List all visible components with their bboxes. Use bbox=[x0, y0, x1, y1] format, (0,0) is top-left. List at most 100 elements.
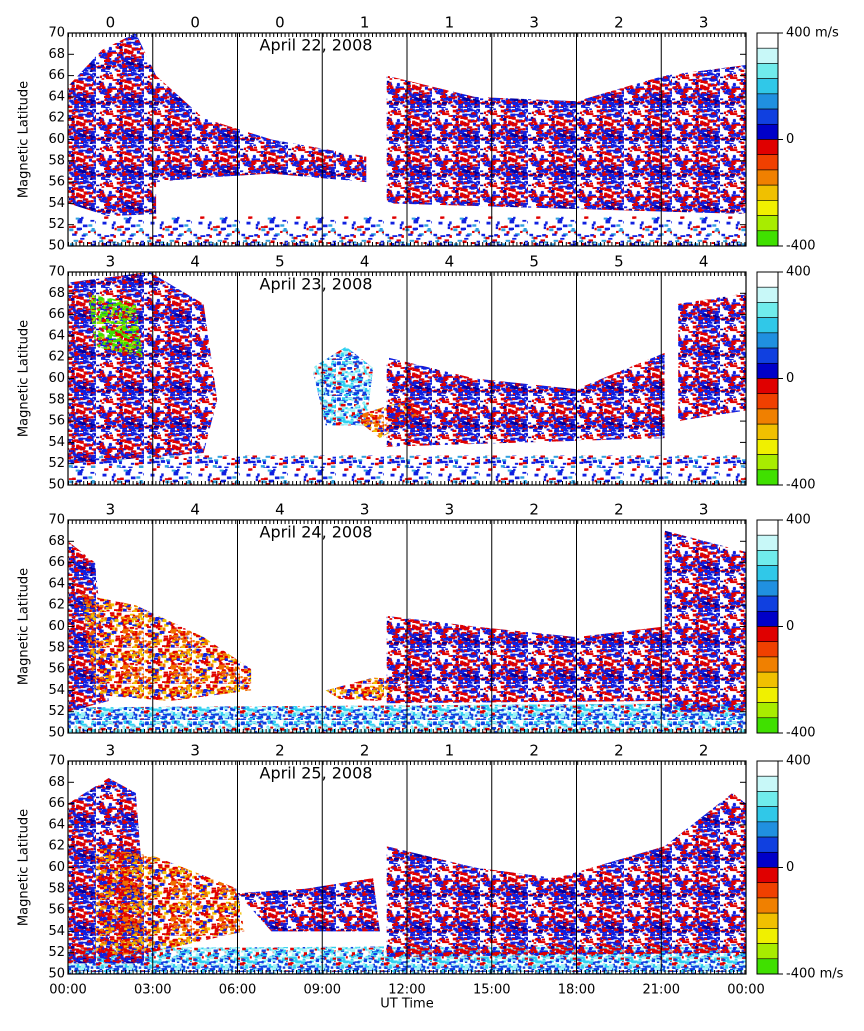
y-tick-label: 52 bbox=[48, 456, 65, 471]
y-tick-label: 62 bbox=[48, 839, 65, 854]
colorbar-band bbox=[756, 286, 779, 303]
colorbar-band bbox=[756, 408, 779, 425]
colorbar-band bbox=[756, 534, 779, 551]
colorbar-band bbox=[756, 423, 779, 440]
echo-region bbox=[386, 793, 746, 957]
colorbar-band bbox=[756, 595, 779, 612]
y-tick-label: 60 bbox=[48, 860, 65, 875]
colorbar-band bbox=[756, 912, 779, 929]
y-tick-label: 68 bbox=[48, 286, 65, 301]
colorbar-band bbox=[756, 230, 779, 247]
plot-frame bbox=[67, 760, 747, 975]
kp-label: 4 bbox=[360, 253, 370, 271]
y-tick-label: 58 bbox=[48, 392, 65, 407]
colorbar-band bbox=[756, 93, 779, 110]
echo-region bbox=[156, 75, 367, 183]
colorbar-band bbox=[756, 215, 779, 232]
kp-label: 2 bbox=[614, 501, 624, 519]
kp-label: 2 bbox=[360, 742, 370, 760]
colorbar-band bbox=[756, 656, 779, 673]
colorbar-band bbox=[756, 108, 779, 125]
echo-region bbox=[386, 615, 665, 704]
plot-frame bbox=[67, 32, 747, 247]
kp-label: 3 bbox=[360, 501, 370, 519]
y-tick-label: 62 bbox=[48, 111, 65, 126]
colorbar-tick-label: 400 bbox=[786, 754, 811, 769]
kp-label: 2 bbox=[529, 501, 539, 519]
kp-label: 4 bbox=[190, 253, 200, 271]
kp-label: 3 bbox=[699, 501, 709, 519]
colorbar-band bbox=[756, 271, 779, 288]
y-tick-label: 50 bbox=[48, 726, 65, 741]
kp-label: 2 bbox=[275, 742, 285, 760]
colorbar-band bbox=[756, 63, 779, 79]
y-tick-label: 64 bbox=[48, 328, 65, 343]
x-axis-label: UT Time bbox=[380, 997, 433, 1012]
colorbar-tick-label: 0 bbox=[786, 132, 794, 147]
kp-label: 3 bbox=[190, 742, 200, 760]
colorbar-band bbox=[756, 519, 779, 536]
colorbar-tick-label: 0 bbox=[786, 371, 794, 386]
panel: 50 52 54 56 58 60 62 64 66 68 70 3 4 4 3 3 2 2 3 April 24, … bbox=[17, 501, 816, 741]
colorbar-band bbox=[756, 378, 779, 395]
colorbar-band bbox=[756, 565, 779, 582]
y-tick-label: 56 bbox=[48, 414, 65, 429]
kp-label: 3 bbox=[699, 14, 709, 32]
colorbar-band bbox=[756, 882, 779, 899]
kp-label: 2 bbox=[614, 742, 624, 760]
kp-label: 2 bbox=[529, 742, 539, 760]
x-tick-label: 12:00 bbox=[388, 983, 425, 998]
colorbar-band bbox=[756, 169, 779, 186]
kp-label: 5 bbox=[275, 253, 285, 271]
echo-region bbox=[95, 846, 245, 957]
colorbar-band bbox=[756, 362, 779, 379]
colorbar-band bbox=[756, 702, 779, 719]
y-tick-label: 68 bbox=[48, 47, 65, 62]
colorbar-band bbox=[756, 580, 779, 597]
panel: 00:00 03:00 06:00 09:00 12:00 15:00 18:00 21:00… bbox=[17, 742, 844, 1012]
colorbar-band bbox=[756, 139, 779, 156]
colorbar-tick-label: -400 bbox=[786, 478, 816, 493]
kp-label: 5 bbox=[529, 253, 539, 271]
x-tick-label: 15:00 bbox=[473, 983, 510, 998]
colorbar-band bbox=[756, 836, 779, 853]
kp-label: 3 bbox=[106, 253, 116, 271]
kp-label: 0 bbox=[275, 14, 285, 32]
kp-label: 5 bbox=[614, 253, 624, 271]
colorbar-band bbox=[756, 775, 779, 792]
y-tick-label: 58 bbox=[48, 153, 65, 168]
colorbar-band bbox=[756, 302, 779, 318]
colorbar-band bbox=[756, 867, 779, 884]
colorbar-band bbox=[756, 32, 779, 49]
echo-region bbox=[68, 33, 157, 217]
x-tick-label: 00:00 bbox=[727, 983, 764, 998]
y-tick-label: 66 bbox=[48, 307, 65, 322]
y-axis-label: Magnetic Latitude bbox=[17, 320, 32, 437]
colorbar-band bbox=[756, 550, 779, 566]
y-tick-label: 60 bbox=[48, 132, 65, 147]
colorbar-band bbox=[756, 641, 779, 658]
colorbar-band bbox=[756, 154, 779, 171]
panel-title: April 22, 2008 bbox=[260, 36, 373, 55]
colorbar-band bbox=[756, 671, 779, 688]
colorbar-band bbox=[756, 943, 779, 960]
colorbar-band bbox=[756, 454, 779, 471]
colorbar-band bbox=[756, 806, 779, 823]
panel-title: April 24, 2008 bbox=[260, 523, 373, 542]
y-tick-label: 64 bbox=[48, 89, 65, 104]
y-tick-label: 50 bbox=[48, 967, 65, 982]
colorbar-band bbox=[756, 123, 779, 140]
echo-region bbox=[678, 293, 746, 422]
y-axis-label: Magnetic Latitude bbox=[17, 809, 32, 926]
y-tick-label: 54 bbox=[48, 683, 65, 698]
echo-region bbox=[386, 65, 746, 214]
echo-region bbox=[664, 530, 746, 712]
x-tick-label: 00:00 bbox=[49, 983, 86, 998]
kp-label: 0 bbox=[190, 14, 200, 32]
plot-frame bbox=[67, 271, 747, 486]
colorbar-tick-label: -400 bbox=[786, 239, 816, 254]
y-tick-label: 56 bbox=[48, 175, 65, 190]
colorbar-band bbox=[756, 687, 779, 703]
y-tick-label: 56 bbox=[48, 903, 65, 918]
